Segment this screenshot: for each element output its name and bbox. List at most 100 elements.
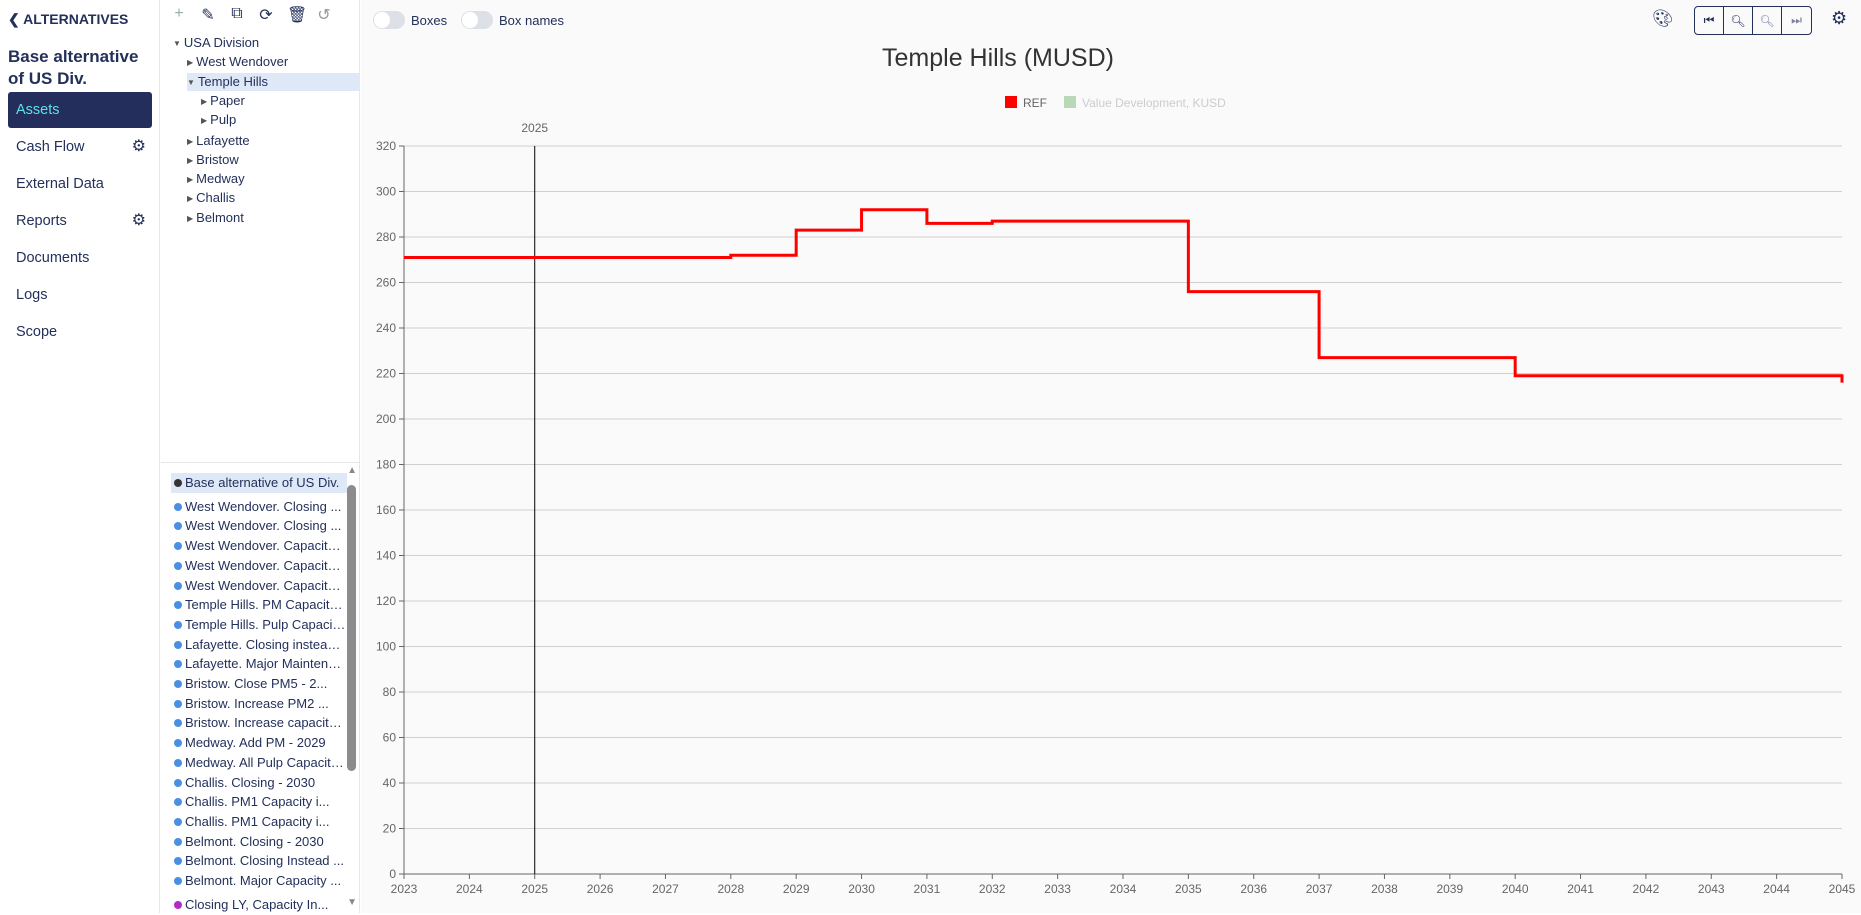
alternative-list-item[interactable]: Base alternative of US Div. [171, 473, 347, 493]
caret-right-icon[interactable]: ▶ [187, 213, 194, 223]
scroll-up-arrow[interactable]: ▲ [347, 465, 357, 476]
x-tick-label: 2037 [1306, 882, 1333, 896]
tree-node[interactable]: ▶ Bristow [187, 151, 239, 167]
alternative-list-item[interactable]: Bristow. Close PM5 - 2... [171, 674, 347, 694]
alternative-list-item[interactable]: Medway. All Pulp Capacity ... [171, 753, 347, 773]
alternative-list-item[interactable]: Closing LY, Capacity In... [171, 895, 347, 915]
tree-node[interactable]: ▶ Challis [187, 190, 236, 206]
alternative-list-item[interactable]: West Wendover. Closing ... [171, 497, 347, 517]
nav-item-cash-flow[interactable]: Cash Flow ⚙ [8, 129, 152, 165]
status-dot [174, 601, 182, 610]
tree-node[interactable]: ▼ Temple Hills [187, 72, 359, 91]
x-tick-label: 2026 [587, 882, 614, 896]
alternative-list-item[interactable]: West Wendover. Closing ... [171, 516, 347, 536]
nav-item-label: Documents [16, 250, 90, 266]
nav-item-assets[interactable]: Assets [8, 92, 152, 128]
alternative-list-item[interactable]: Belmont. Closing Instead ... [171, 851, 347, 871]
x-tick-label: 2036 [1240, 882, 1267, 896]
alternative-list-item[interactable]: Belmont. Major Capacity ... [171, 871, 347, 891]
y-tick-label: 200 [376, 412, 396, 426]
toggle-switch[interactable] [461, 11, 493, 29]
scroll-down-arrow[interactable]: ▼ [347, 897, 357, 908]
zoom-out-icon[interactable]: 🔍︎ [1724, 7, 1753, 34]
nav-item-scope[interactable]: Scope [8, 314, 152, 350]
nav-item-external-data[interactable]: External Data [8, 166, 152, 202]
boxes-toggle[interactable]: Boxes [373, 11, 447, 29]
alternative-list-item[interactable]: West Wendover. Capacity ... [171, 576, 347, 596]
alternative-list-item[interactable]: Lafayette. Closing instead ... [171, 635, 347, 655]
nav-item-reports[interactable]: Reports ⚙ [8, 203, 152, 239]
status-dot [174, 798, 182, 807]
tree-node[interactable]: ▶ Pulp [201, 112, 237, 128]
tree-node[interactable]: ▶ West Wendover [187, 54, 289, 70]
caret-right-icon[interactable]: ▶ [201, 116, 208, 126]
caret-down-icon[interactable]: ▼ [187, 77, 195, 87]
zoom-in-icon[interactable]: 🔍︎ [1753, 7, 1782, 34]
alternative-list-item[interactable]: Lafayette. Major Maintenance ... [171, 654, 347, 674]
alternative-list-item[interactable]: Temple Hills. Pulp Capacity ... [171, 615, 347, 635]
jump-end-icon[interactable]: ⏭︎ [1791, 13, 1802, 27]
x-tick-label: 2028 [717, 882, 744, 896]
caret-right-icon[interactable]: ▶ [201, 96, 208, 106]
caret-right-icon[interactable]: ▶ [187, 194, 194, 204]
gear-icon[interactable]: ⚙ [131, 212, 146, 229]
tree-node[interactable]: ▶ Medway [187, 171, 245, 187]
caret-right-icon[interactable]: ▶ [187, 175, 194, 185]
left-nav: ❮ ALTERNATIVES Base alternative of US Di… [0, 0, 160, 913]
back-to-alternatives[interactable]: ❮ ALTERNATIVES [8, 11, 129, 27]
gear-icon[interactable]: ⚙ [131, 138, 146, 155]
x-tick-label: 2023 [391, 882, 418, 896]
alternative-list-item[interactable]: Bristow. Increase capacity ... [171, 713, 347, 733]
status-dot [174, 837, 182, 846]
caret-down-icon[interactable]: ▼ [173, 39, 181, 48]
x-tick-label: 2027 [652, 882, 679, 896]
nav-item-label: Reports [16, 213, 67, 229]
legend-swatch-value-development [1064, 96, 1076, 108]
palette-icon[interactable]: 🎨︎ [1652, 9, 1674, 28]
alternative-list-item[interactable]: Challis. PM1 Capacity i... [171, 792, 347, 812]
box-names-toggle[interactable]: Box names [461, 11, 564, 29]
trash-icon[interactable]: 🗑︎ [287, 7, 308, 24]
x-tick-label: 2031 [914, 882, 941, 896]
x-tick-label: 2035 [1175, 882, 1202, 896]
legend-swatch-ref [1005, 96, 1017, 108]
toggle-switch[interactable] [373, 11, 405, 29]
alternatives-list: Base alternative of US Div. West Wendover… [161, 462, 360, 913]
x-tick-label: 2025 [521, 882, 548, 896]
alternative-list-item[interactable]: Challis. Closing - 2030 [171, 773, 347, 793]
x-tick-label: 2038 [1371, 882, 1398, 896]
status-dot [174, 857, 182, 866]
refresh-icon[interactable]: ⟳ [259, 7, 273, 24]
undo-icon[interactable]: ↺ [317, 7, 331, 24]
alternative-list-item[interactable]: West Wendover. Capacity ... [171, 536, 347, 556]
nav-item-documents[interactable]: Documents [8, 240, 152, 276]
x-tick-label: 2043 [1698, 882, 1725, 896]
status-dot [174, 699, 182, 708]
status-dot [174, 680, 182, 688]
tree-panel: + ✎ ⧉ ⟳ 🗑︎ ↺ ▼ USA Division ▶ West Wendover… [161, 0, 360, 913]
tree-node[interactable]: ▶ Paper [201, 92, 245, 108]
nav-item-label: Assets [16, 102, 60, 118]
y-tick-label: 220 [376, 367, 396, 381]
alternative-list-item[interactable]: Belmont. Closing - 2030 [171, 832, 347, 852]
tree-node[interactable]: ▶ Belmont [187, 209, 244, 225]
tree-node[interactable]: ▼ USA Division [173, 35, 260, 50]
jump-start-icon[interactable]: ⏮︎ [1695, 7, 1724, 34]
plus-icon[interactable]: + [174, 5, 184, 22]
alternative-list-item[interactable]: West Wendover. Capacity ... [171, 556, 347, 576]
chart-area: Boxes Box names 🎨︎ ⏮︎ 🔍︎ 🔍︎ ⏭︎ ⚙ Temple … [361, 0, 1861, 913]
alternative-list-item[interactable]: Bristow. Increase PM2 ... [171, 694, 347, 714]
copy-icon[interactable]: ⧉ [231, 5, 243, 22]
nav-item-logs[interactable]: Logs [8, 277, 152, 313]
caret-right-icon[interactable]: ▶ [187, 155, 194, 165]
alternative-list-item[interactable]: Medway. Add PM - 2029 [171, 733, 347, 753]
alternative-list-item[interactable]: Challis. PM1 Capacity i... [171, 812, 347, 832]
scrollbar-thumb[interactable] [347, 485, 356, 771]
caret-right-icon[interactable]: ▶ [187, 58, 194, 68]
caret-right-icon[interactable]: ▶ [187, 136, 194, 146]
status-dot [174, 522, 182, 531]
pencil-icon[interactable]: ✎ [201, 7, 215, 24]
settings-gear-icon[interactable]: ⚙ [1831, 8, 1848, 28]
tree-node[interactable]: ▶ Lafayette [187, 132, 250, 148]
alternative-list-item[interactable]: Temple Hills. PM Capacity ... [171, 595, 347, 615]
